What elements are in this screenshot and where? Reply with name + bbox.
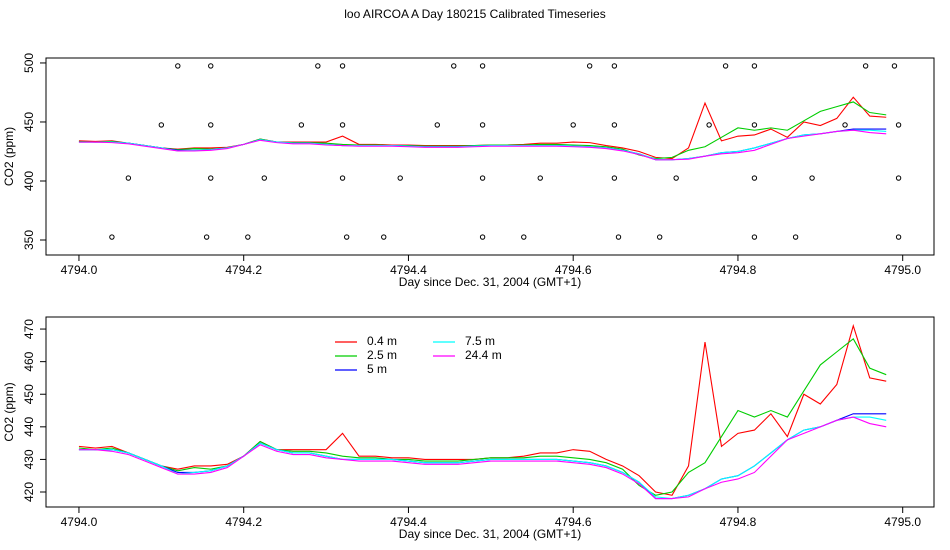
point bbox=[751, 175, 758, 181]
point bbox=[315, 63, 321, 69]
legend-label: 24.4 m bbox=[465, 348, 502, 362]
point bbox=[656, 234, 663, 240]
point bbox=[722, 63, 729, 69]
point bbox=[451, 63, 457, 69]
point bbox=[175, 63, 181, 69]
point bbox=[706, 122, 712, 128]
point bbox=[895, 122, 902, 128]
series-line bbox=[78, 129, 887, 161]
point bbox=[479, 122, 486, 128]
x-tick-label: 4794.0 bbox=[61, 263, 98, 277]
y-axis-label: CO2 (ppm) bbox=[2, 382, 16, 441]
point bbox=[862, 63, 869, 69]
chart-title: loo AIRCOA A Day 180215 Calibrated Times… bbox=[344, 7, 605, 21]
point bbox=[343, 234, 350, 240]
legend-label: 5 m bbox=[367, 362, 387, 376]
point bbox=[298, 122, 305, 128]
point bbox=[434, 122, 440, 128]
point bbox=[895, 234, 902, 240]
point bbox=[792, 234, 799, 240]
point bbox=[611, 122, 618, 128]
y-tick-label: 420 bbox=[22, 482, 36, 502]
x-tick-label: 4794.8 bbox=[720, 515, 757, 529]
y-tick-label: 400 bbox=[22, 171, 36, 191]
y-tick-label: 470 bbox=[22, 319, 36, 339]
x-tick-label: 4794.2 bbox=[225, 263, 262, 277]
x-tick-label: 4794.8 bbox=[720, 263, 757, 277]
point bbox=[611, 63, 618, 69]
x-tick-label: 4794.6 bbox=[555, 263, 592, 277]
point bbox=[339, 175, 346, 181]
point bbox=[203, 234, 210, 240]
x-tick-label: 4794.4 bbox=[390, 263, 427, 277]
x-tick-label: 4794.4 bbox=[390, 515, 427, 529]
point bbox=[479, 175, 486, 181]
y-tick-label: 440 bbox=[22, 416, 36, 436]
plot-box bbox=[45, 57, 935, 256]
point bbox=[751, 122, 758, 128]
point bbox=[537, 175, 543, 181]
point bbox=[208, 122, 214, 128]
point bbox=[125, 175, 132, 181]
legend-label: 0.4 m bbox=[367, 334, 397, 348]
series-line bbox=[78, 338, 887, 496]
x-tick-label: 4794.6 bbox=[555, 515, 592, 529]
y-tick-label: 460 bbox=[22, 351, 36, 371]
point bbox=[339, 122, 346, 128]
point bbox=[261, 175, 267, 181]
point bbox=[611, 175, 618, 181]
y-tick-label: 430 bbox=[22, 449, 36, 469]
point bbox=[809, 175, 815, 181]
point bbox=[751, 63, 758, 69]
point bbox=[842, 122, 848, 128]
point bbox=[521, 234, 527, 240]
legend-label: 2.5 m bbox=[367, 348, 397, 362]
x-axis-label: Day since Dec. 31, 2004 (GMT+1) bbox=[399, 527, 581, 541]
point bbox=[109, 234, 115, 240]
point bbox=[570, 122, 576, 128]
legend-label: 7.5 m bbox=[465, 334, 495, 348]
series-line bbox=[78, 129, 887, 161]
point bbox=[586, 63, 593, 69]
y-tick-label: 450 bbox=[22, 112, 36, 132]
x-tick-label: 4795.0 bbox=[884, 515, 921, 529]
point bbox=[208, 63, 214, 69]
point bbox=[397, 175, 403, 181]
point bbox=[479, 234, 486, 240]
point bbox=[381, 234, 387, 240]
x-axis-label: Day since Dec. 31, 2004 (GMT+1) bbox=[399, 275, 581, 289]
point bbox=[895, 175, 902, 181]
point bbox=[751, 234, 758, 240]
x-tick-label: 4795.0 bbox=[884, 263, 921, 277]
point bbox=[245, 234, 251, 240]
y-tick-label: 450 bbox=[22, 384, 36, 404]
plot-box bbox=[45, 316, 935, 508]
y-axis-label: CO2 (ppm) bbox=[2, 127, 16, 186]
point bbox=[479, 63, 486, 69]
series-line bbox=[78, 416, 887, 500]
point bbox=[615, 234, 622, 240]
point bbox=[208, 175, 214, 181]
point bbox=[158, 122, 165, 128]
series-line bbox=[78, 416, 887, 500]
point bbox=[673, 175, 679, 181]
point bbox=[891, 63, 898, 69]
x-tick-label: 4794.0 bbox=[61, 515, 98, 529]
y-tick-label: 350 bbox=[22, 230, 36, 250]
y-tick-label: 500 bbox=[22, 53, 36, 73]
x-tick-label: 4794.2 bbox=[225, 515, 262, 529]
point bbox=[339, 63, 346, 69]
